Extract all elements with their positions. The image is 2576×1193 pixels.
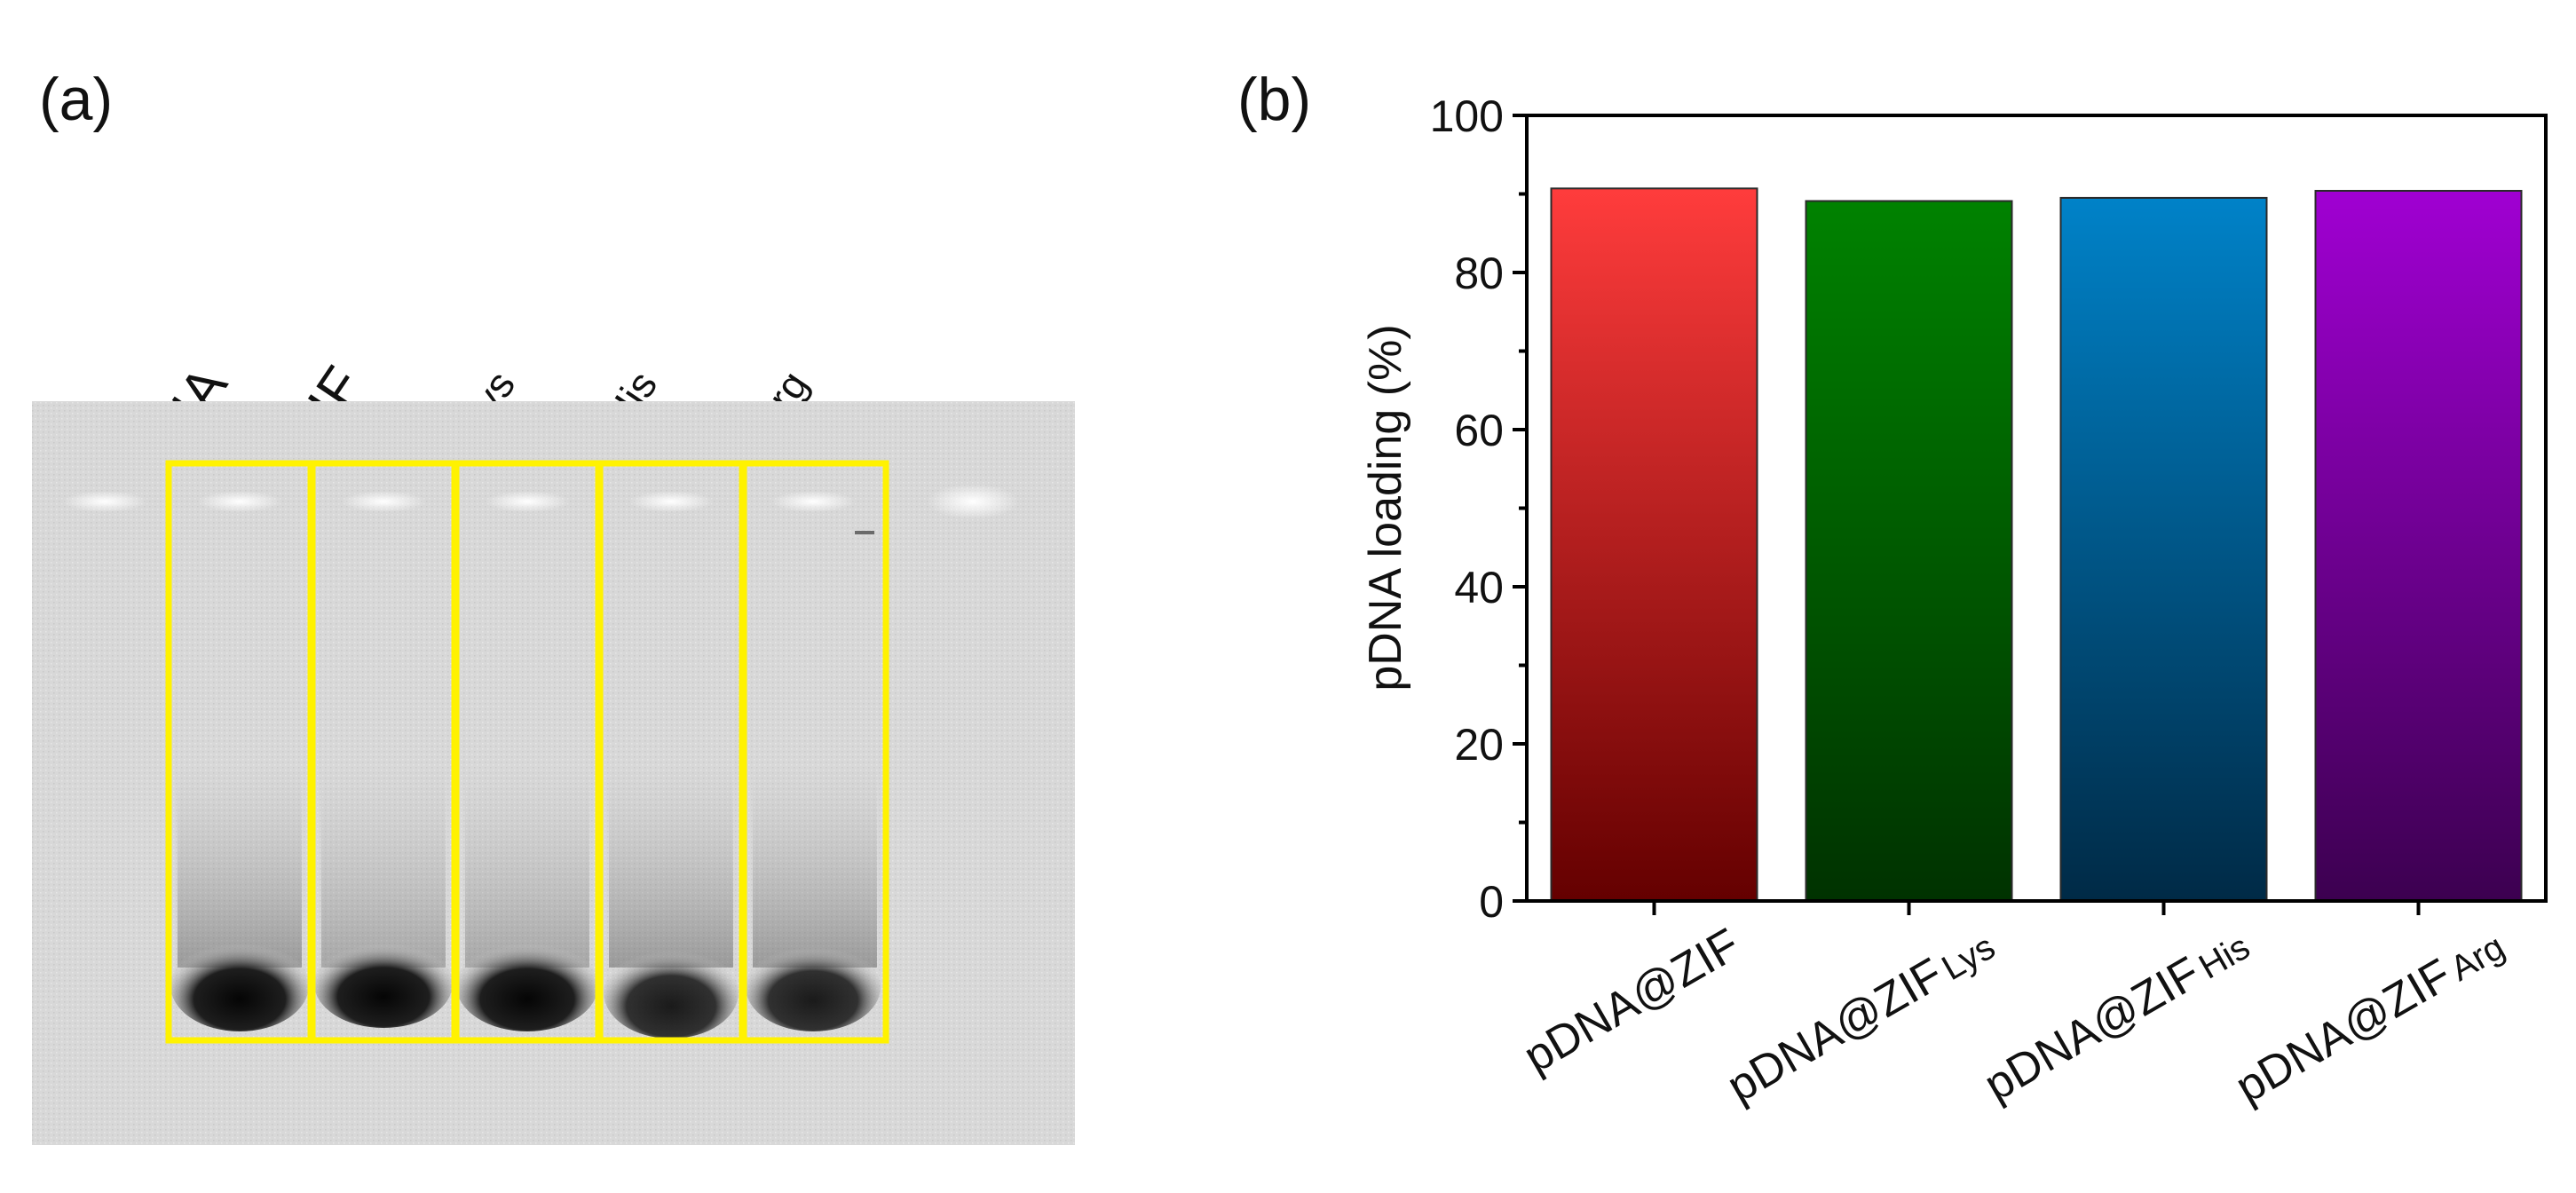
gel-well: [62, 491, 147, 512]
x-tick-label-main: pDNA@ZIF: [1976, 947, 2209, 1111]
y-tick-label: 80: [1454, 249, 1504, 298]
dna-band: [170, 939, 309, 1031]
gel-well: [628, 491, 714, 512]
x-tick-label-main: pDNA@ZIF: [2227, 949, 2460, 1113]
bar: [2314, 189, 2523, 902]
x-tick-label: pDNA@ZIF: [1515, 919, 1748, 1083]
x-tick-label-subscript: Arg: [2444, 928, 2511, 989]
bar: [1805, 200, 2013, 902]
gel-smear: [178, 763, 302, 968]
panel-a-label: (a): [39, 66, 113, 133]
bar: [2059, 196, 2268, 903]
gel-image: [32, 401, 1075, 1145]
bar: [1550, 187, 1758, 902]
lane-boxes: [165, 460, 889, 1044]
lane-box: [740, 460, 889, 1044]
bars: [1550, 187, 2523, 903]
gel-mark: [855, 531, 874, 534]
x-tick-label-subscript: His: [2193, 928, 2256, 987]
y-tick-label: 60: [1454, 406, 1504, 455]
dna-band: [604, 946, 739, 1039]
x-tick-label: pDNA@ZIFArg: [2227, 919, 2512, 1113]
y-axis: 0 20 40 60 80 100: [1430, 91, 1527, 927]
x-tick-label-main: pDNA@ZIF: [1719, 949, 1951, 1113]
gel-well: [485, 491, 570, 512]
x-tick-label: pDNA@ZIFHis: [1976, 919, 2258, 1111]
gel-smear: [753, 763, 877, 968]
y-tick-label: 40: [1454, 563, 1504, 612]
gel-smear: [465, 763, 589, 968]
dna-band: [746, 943, 881, 1031]
x-tick-label-subscript: Lys: [1935, 928, 2002, 988]
y-tick-label: 100: [1430, 91, 1504, 141]
y-axis-label: pDNA loading (%): [1360, 324, 1411, 691]
gel-smear: [609, 763, 733, 968]
dna-band: [314, 939, 453, 1028]
x-axis: pDNA@ZIFpDNA@ZIFLyspDNA@ZIFHispDNA@ZIFAr…: [1515, 901, 2512, 1113]
panel-b-label: (b): [1237, 66, 1311, 133]
gel-well: [197, 491, 282, 512]
gel-smear: [321, 763, 446, 968]
gel-well: [341, 491, 426, 512]
x-tick-label-main: pDNA@ZIF: [1515, 919, 1748, 1083]
gel-well: [770, 491, 856, 512]
x-tick-label: pDNA@ZIFLys: [1719, 919, 2003, 1112]
dna-band: [456, 939, 598, 1031]
y-tick-label: 20: [1454, 720, 1504, 770]
panel-a: (a) pDNApDNA@ZIFpDNA@ZIFLyspDNA@ZIFHispD…: [32, 66, 1075, 1145]
y-tick-label: 0: [1479, 877, 1504, 927]
gel-well: [927, 484, 1019, 519]
